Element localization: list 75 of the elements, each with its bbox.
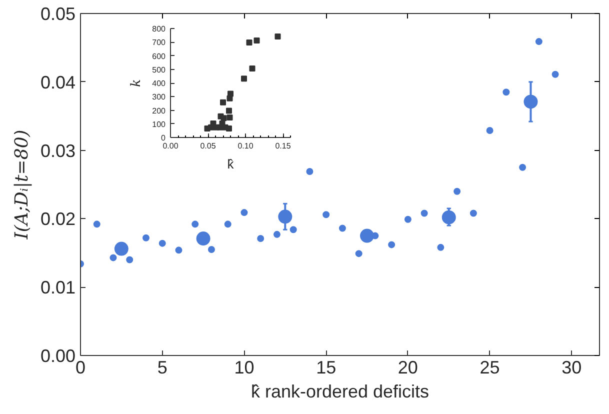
point bbox=[437, 244, 444, 251]
point bbox=[552, 70, 559, 78]
point bbox=[226, 108, 232, 114]
point bbox=[208, 124, 214, 130]
point bbox=[196, 232, 210, 246]
x-tick-label: 0.10 bbox=[238, 142, 254, 150]
x-tick-label: 25 bbox=[480, 358, 500, 378]
y-tick-label: 400 bbox=[152, 79, 166, 88]
point bbox=[240, 209, 248, 216]
y-tick-label: 800 bbox=[152, 24, 166, 34]
y-tick-label: 600 bbox=[152, 52, 166, 61]
x-tick-label: 0.15 bbox=[275, 142, 292, 150]
point bbox=[274, 34, 281, 40]
y-tick-label: 500 bbox=[152, 65, 166, 74]
point bbox=[226, 114, 233, 120]
y-tick-label: 200 bbox=[152, 106, 166, 116]
point bbox=[226, 126, 232, 132]
x-tick-label: 30 bbox=[562, 358, 582, 378]
point bbox=[241, 76, 247, 82]
point bbox=[158, 240, 166, 247]
point bbox=[220, 99, 226, 106]
point bbox=[273, 230, 280, 238]
point bbox=[208, 246, 215, 253]
point bbox=[338, 224, 346, 232]
point bbox=[535, 38, 542, 46]
y-tick-label: 300 bbox=[152, 92, 166, 102]
point bbox=[486, 126, 494, 134]
point bbox=[246, 40, 252, 46]
point bbox=[524, 94, 538, 109]
point bbox=[322, 211, 330, 218]
point bbox=[290, 226, 297, 234]
point bbox=[114, 242, 128, 256]
point bbox=[220, 115, 227, 122]
point bbox=[142, 234, 150, 242]
x-tick-label: 5 bbox=[157, 358, 168, 378]
x-tick-label: 15 bbox=[316, 358, 336, 378]
y-tick-label: 100 bbox=[152, 120, 166, 129]
x-axis-title: k̂ bbox=[227, 156, 234, 172]
point bbox=[93, 220, 100, 228]
y-tick-label: 0.05 bbox=[40, 4, 76, 24]
y-tick-label: 0 bbox=[161, 134, 166, 142]
x-tick-label: 10 bbox=[234, 358, 254, 378]
point bbox=[278, 210, 292, 224]
point bbox=[192, 220, 199, 228]
y-tick-label: 0.02 bbox=[40, 209, 76, 230]
point bbox=[420, 210, 428, 217]
x-tick-label: 0.00 bbox=[162, 142, 179, 150]
point bbox=[226, 95, 233, 102]
y-tick-label: 700 bbox=[152, 38, 166, 48]
point bbox=[502, 88, 510, 96]
point bbox=[360, 228, 374, 243]
point bbox=[110, 254, 117, 262]
point bbox=[217, 124, 223, 130]
x-tick-label: 20 bbox=[398, 358, 418, 378]
point bbox=[306, 168, 314, 175]
y-tick-label: 0.03 bbox=[40, 140, 76, 161]
point bbox=[224, 220, 232, 228]
y-tick-label: 0.01 bbox=[40, 278, 76, 298]
point bbox=[454, 188, 461, 195]
y-axis-title: k bbox=[129, 78, 144, 87]
x-tick-label: 0.05 bbox=[200, 142, 216, 150]
y-axis-title: I(A;Dᵢ|t=80) bbox=[11, 130, 32, 240]
x-axis-title: k̂ rank-ordered deficits bbox=[250, 382, 430, 402]
point bbox=[519, 164, 526, 171]
point bbox=[249, 66, 256, 72]
point bbox=[442, 210, 456, 224]
point bbox=[470, 210, 477, 217]
point bbox=[126, 256, 134, 264]
point bbox=[254, 37, 260, 44]
point bbox=[175, 246, 182, 254]
point bbox=[404, 216, 412, 223]
y-tick-label: 0.04 bbox=[40, 72, 76, 92]
point bbox=[388, 241, 396, 248]
point bbox=[355, 250, 362, 258]
point bbox=[257, 235, 264, 242]
